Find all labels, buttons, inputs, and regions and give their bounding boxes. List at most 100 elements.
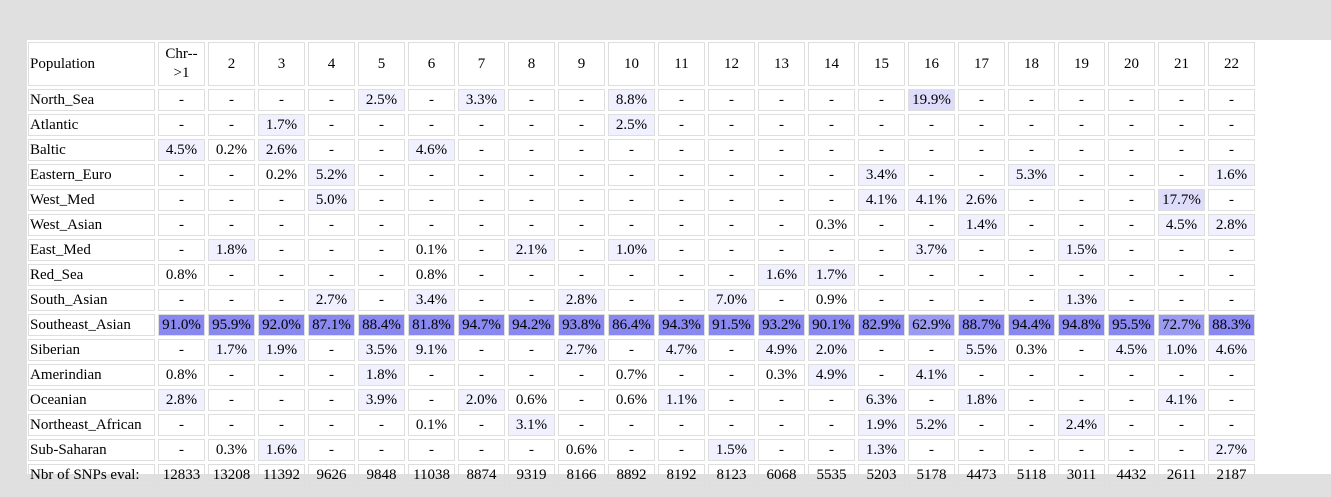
percentage-cell: - [1208,364,1255,386]
percentage-cell: - [508,339,555,361]
table-row: North_Sea - - - -2.5% -3.3% - -8.8% - - - - -19.9% - -… [28,89,1255,111]
chromosome-header: 11 [658,42,705,86]
percentage-cell: 87.1% [308,314,355,336]
percentage-cell: - [758,139,805,161]
table-row: Siberian -1.7% 1.9% -3.5% 9.1% - -2.7% -4.7% -4.… [28,339,1255,361]
percentage-cell: - [208,264,255,286]
percentage-cell: 1.1% [658,389,705,411]
percentage-cell: - [508,139,555,161]
percentage-cell: - [958,289,1005,311]
percentage-cell: - [1158,139,1205,161]
percentage-cell: - [1208,114,1255,136]
percentage-cell: - [1058,189,1105,211]
percentage-cell: 1.6% [258,439,305,461]
percentage-cell: - [1208,239,1255,261]
percentage-cell: 6.3% [858,389,905,411]
percentage-cell: - [1108,389,1155,411]
percentage-cell: 1.4% [958,214,1005,236]
percentage-cell: - [1008,139,1055,161]
percentage-cell: 95.9% [208,314,255,336]
percentage-cell: - [808,114,855,136]
percentage-cell: - [1108,289,1155,311]
snp-count-cell: 2611 [1158,464,1205,486]
chromosome-header: 13 [758,42,805,86]
percentage-cell: - [1108,364,1155,386]
percentage-cell: 2.8% [1208,214,1255,236]
percentage-cell: 62.9% [908,314,955,336]
percentage-cell: - [1058,114,1105,136]
percentage-cell: - [1208,389,1255,411]
table-row: Baltic 4.5% 0.2% 2.6% - -4.6% - - - - - - - - - - - - - - - - [28,139,1255,161]
percentage-cell: - [458,139,505,161]
percentage-cell: - [458,364,505,386]
chromosome-header: Chr-->1 [158,42,205,86]
percentage-cell: - [958,414,1005,436]
percentage-cell: - [308,339,355,361]
percentage-cell: - [158,214,205,236]
percentage-cell: - [358,189,405,211]
percentage-cell: - [358,264,405,286]
percentage-cell: - [1008,89,1055,111]
percentage-cell: 4.6% [1208,339,1255,361]
percentage-cell: - [958,239,1005,261]
percentage-cell: - [508,214,555,236]
percentage-cell: 0.1% [408,414,455,436]
percentage-cell: - [958,89,1005,111]
population-name: West_Asian [28,214,155,236]
percentage-cell: 88.4% [358,314,405,336]
percentage-cell: 1.6% [758,264,805,286]
population-name: Oceanian [28,389,155,411]
percentage-cell: 1.8% [208,239,255,261]
percentage-cell: - [658,289,705,311]
percentage-cell: - [308,389,355,411]
percentage-cell: 4.1% [908,189,955,211]
percentage-cell: - [608,289,655,311]
percentage-cell: - [208,114,255,136]
percentage-cell: - [808,189,855,211]
percentage-cell: - [158,414,205,436]
percentage-cell: 4.5% [1158,214,1205,236]
chromosome-header: 14 [808,42,855,86]
percentage-cell: - [308,239,355,261]
table-row: Southeast_Asian 91.0% 95.9% 92.0% 87.1% 88.4%… [28,314,1255,336]
percentage-cell: - [558,364,605,386]
percentage-cell: - [408,389,455,411]
percentage-cell: 5.3% [1008,164,1055,186]
percentage-cell: - [158,339,205,361]
chromosome-header: 21 [1158,42,1205,86]
percentage-cell: - [408,439,455,461]
percentage-cell: - [258,89,305,111]
snp-count-cell: 8874 [458,464,505,486]
snp-count-cell: 8166 [558,464,605,486]
population-name: Northeast_African [28,414,155,436]
header-row: Population Chr-->1 2 3 4 5 6 7 8 9 10 11 12 13 14 15 16… [28,42,1255,86]
percentage-cell: - [1158,414,1205,436]
percentage-cell: - [358,414,405,436]
chromosome-header: 20 [1108,42,1155,86]
percentage-cell: 3.3% [458,89,505,111]
percentage-cell: - [558,114,605,136]
table-row: Amerindian 0.8% - - -1.8% - - - -0.7% - -0.3% 4.9% -… [28,364,1255,386]
percentage-cell: - [858,339,905,361]
table-row: Atlantic - -1.7% - - - - - -2.5% - - - - - - - - - - - - [28,114,1255,136]
percentage-cell: 4.7% [658,339,705,361]
snp-count-cell: 11038 [408,464,455,486]
percentage-cell: - [1108,164,1155,186]
percentage-cell: - [208,164,255,186]
percentage-cell: - [1008,114,1055,136]
percentage-cell: 0.3% [208,439,255,461]
percentage-cell: - [1108,139,1155,161]
percentage-cell: - [608,164,655,186]
percentage-cell: - [508,114,555,136]
percentage-cell: - [608,214,655,236]
percentage-cell: - [558,414,605,436]
chromosome-header: 22 [1208,42,1255,86]
percentage-cell: - [458,189,505,211]
percentage-cell: - [208,364,255,386]
chromosome-header: 16 [908,42,955,86]
percentage-cell: - [858,139,905,161]
table-row: Sub-Saharan -0.3% 1.6% - - - - -0.6% - -1.5% - -1.3… [28,439,1255,461]
percentage-cell: - [308,364,355,386]
population-header: Population [28,42,155,86]
chromosome-header: 7 [458,42,505,86]
